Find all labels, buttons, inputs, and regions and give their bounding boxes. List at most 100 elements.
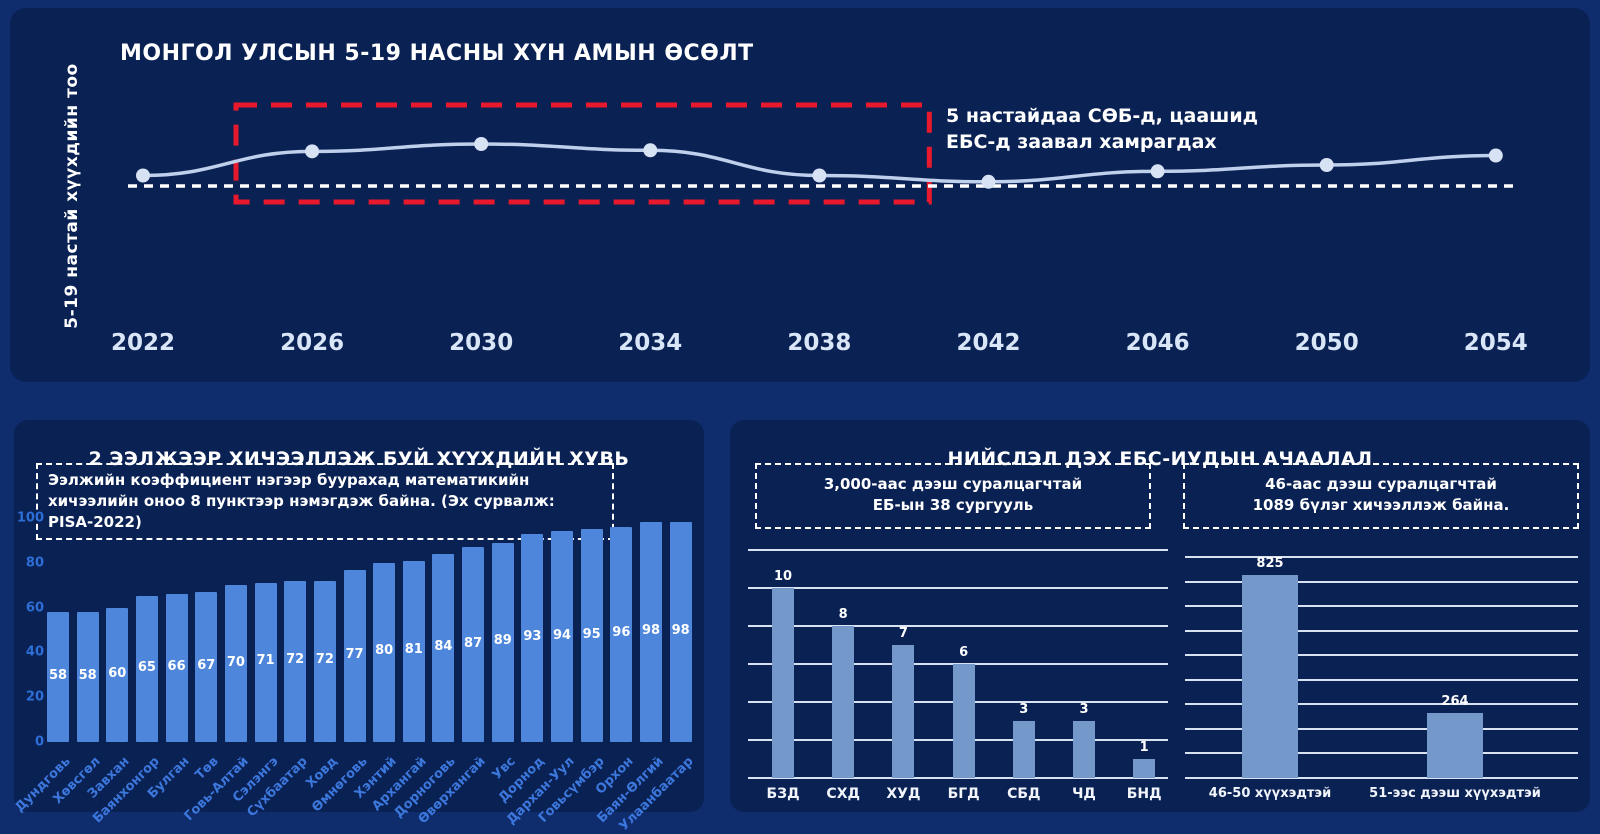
gridline	[748, 777, 1168, 779]
year-tick: 2038	[787, 330, 852, 356]
gridline	[1185, 556, 1578, 558]
gridline	[748, 587, 1168, 589]
bar	[832, 626, 855, 778]
bar-value-label: 65	[137, 660, 156, 676]
bar-value-label: 77	[345, 646, 364, 662]
data-point	[643, 143, 658, 158]
bar	[892, 645, 915, 778]
bar	[343, 569, 366, 742]
gridline	[1185, 654, 1578, 657]
gridline	[748, 625, 1168, 627]
bar	[135, 596, 158, 742]
bar	[1427, 713, 1483, 778]
data-point	[981, 174, 996, 189]
year-tick: 2042	[956, 330, 1021, 356]
population-line-chart	[128, 102, 1518, 205]
bar-value-label: 89	[493, 633, 512, 649]
year-tick: 2026	[280, 330, 345, 356]
gridline	[1185, 678, 1578, 681]
bar-category-label: БНД	[1126, 786, 1162, 802]
bar-category-label: ХУД	[886, 786, 921, 802]
bar-value-label: 10	[773, 569, 793, 584]
bar	[462, 547, 485, 742]
y-axis-tick: 80	[25, 555, 44, 571]
highlight-box	[233, 102, 932, 205]
year-tick: 2022	[110, 330, 176, 356]
bar-value-label: 6	[959, 645, 969, 660]
bar-value-label: 1	[1139, 740, 1149, 755]
gridline	[1185, 727, 1578, 730]
bar	[284, 580, 307, 742]
bar	[1242, 575, 1298, 778]
population-title: МОНГОЛ УЛСЫН 5-19 НАСНЫ ХҮН АМЫН ӨСӨЛТ	[120, 40, 754, 66]
bar	[195, 591, 218, 742]
gridline	[1185, 777, 1578, 779]
bar-value-label: 3	[1079, 702, 1089, 717]
two-shift-panel: 2 ЭЭЛЖЭЭР ХИЧЭЭЛЛЭЖ БУЙ ХҮҮХДИЙН ХУВЬ Ээ…	[12, 420, 704, 834]
bar	[432, 553, 455, 742]
groups-note-box: 46-аас дээш суралцагчтай 1089 бүлэг хичэ…	[1183, 463, 1579, 529]
bar-value-label: 94	[553, 627, 572, 643]
gridline	[1185, 605, 1578, 608]
data-point	[474, 137, 489, 151]
bar-value-label: 95	[582, 626, 601, 642]
y-axis-tick: 60	[25, 600, 44, 616]
bar	[313, 580, 336, 742]
y-axis-tick: 20	[25, 689, 44, 705]
schools-note-line-2: ЕБ-ын 38 сургууль	[872, 496, 1034, 514]
y-axis-tick: 100	[16, 510, 44, 526]
gridline	[748, 549, 1168, 551]
bar-value-label: 96	[612, 625, 631, 641]
bar	[1012, 721, 1035, 778]
pisa-note-line-1: Ээлжийн коэффициент нэгээр буурахад мате…	[48, 471, 530, 489]
bar-value-label: 3	[1019, 702, 1029, 717]
annotation-line-2: ЕБС-д заавал хамрагдах	[946, 130, 1217, 153]
bar-value-label: 93	[523, 628, 542, 644]
bar	[47, 612, 69, 742]
data-point	[1319, 158, 1334, 172]
annotation-line-1: 5 настайдаа СӨБ-д, цаашид	[946, 105, 1258, 127]
bar-value-label: 264	[1441, 694, 1469, 710]
bar-value-label: 81	[404, 642, 423, 658]
bar	[254, 582, 277, 742]
bar	[669, 522, 692, 742]
y-axis-tick: 40	[25, 644, 44, 660]
bar-value-label: 60	[108, 665, 127, 681]
bar-value-label: 70	[226, 654, 245, 670]
groups-note-line-1: 46-аас дээш суралцагчтай	[1265, 475, 1497, 493]
bar-category-label: ЧД	[1072, 786, 1096, 802]
y-axis-tick: 0	[34, 734, 44, 750]
bar	[402, 560, 425, 742]
bar-value-label: 98	[641, 623, 661, 639]
bar-value-label: 87	[464, 635, 483, 651]
bar-value-label: 67	[197, 657, 216, 673]
bar-value-label: 72	[286, 652, 305, 668]
bar-value-label: 66	[167, 659, 186, 675]
bar	[521, 533, 544, 742]
bar	[610, 526, 633, 742]
bar-value-label: 71	[256, 653, 275, 669]
data-point	[812, 168, 827, 183]
bar	[373, 562, 396, 742]
gridline	[1185, 703, 1578, 706]
preschool-annotation: 5 настайдаа СӨБ-д, цаашид ЕБС-д заавал х…	[946, 104, 1258, 155]
bar-category-label: СБД	[1007, 786, 1041, 802]
bar-value-label: 84	[434, 638, 453, 654]
pisa-note-box: Ээлжийн коэффициент нэгээр буурахад мате…	[36, 463, 614, 540]
bar-value-label: 72	[315, 652, 334, 668]
bar-category-label: 46-50 хүүхэдтэй	[1208, 786, 1332, 801]
bar	[1073, 721, 1095, 778]
bar	[76, 612, 99, 742]
bar-value-label: 98	[671, 623, 690, 639]
bar-value-label: 58	[78, 668, 97, 684]
bar	[1133, 759, 1156, 778]
data-point	[305, 144, 320, 159]
bar-value-label: 825	[1256, 556, 1284, 572]
capital-load-panel: НИЙСЛЭЛ ДЭХ ЕБС-ИУДЫН АЧААЛАЛ 3,000-аас …	[730, 420, 1590, 812]
schools-note-line-1: 3,000-аас дээш суралцагчтай	[823, 475, 1083, 493]
gridline	[1185, 629, 1578, 632]
groups-note-line-2: 1089 бүлэг хичээллэж байна.	[1252, 496, 1510, 514]
year-tick: 2030	[449, 330, 514, 356]
bar-category-label: 51-ээс дээш хүүхэдтэй	[1369, 786, 1541, 801]
